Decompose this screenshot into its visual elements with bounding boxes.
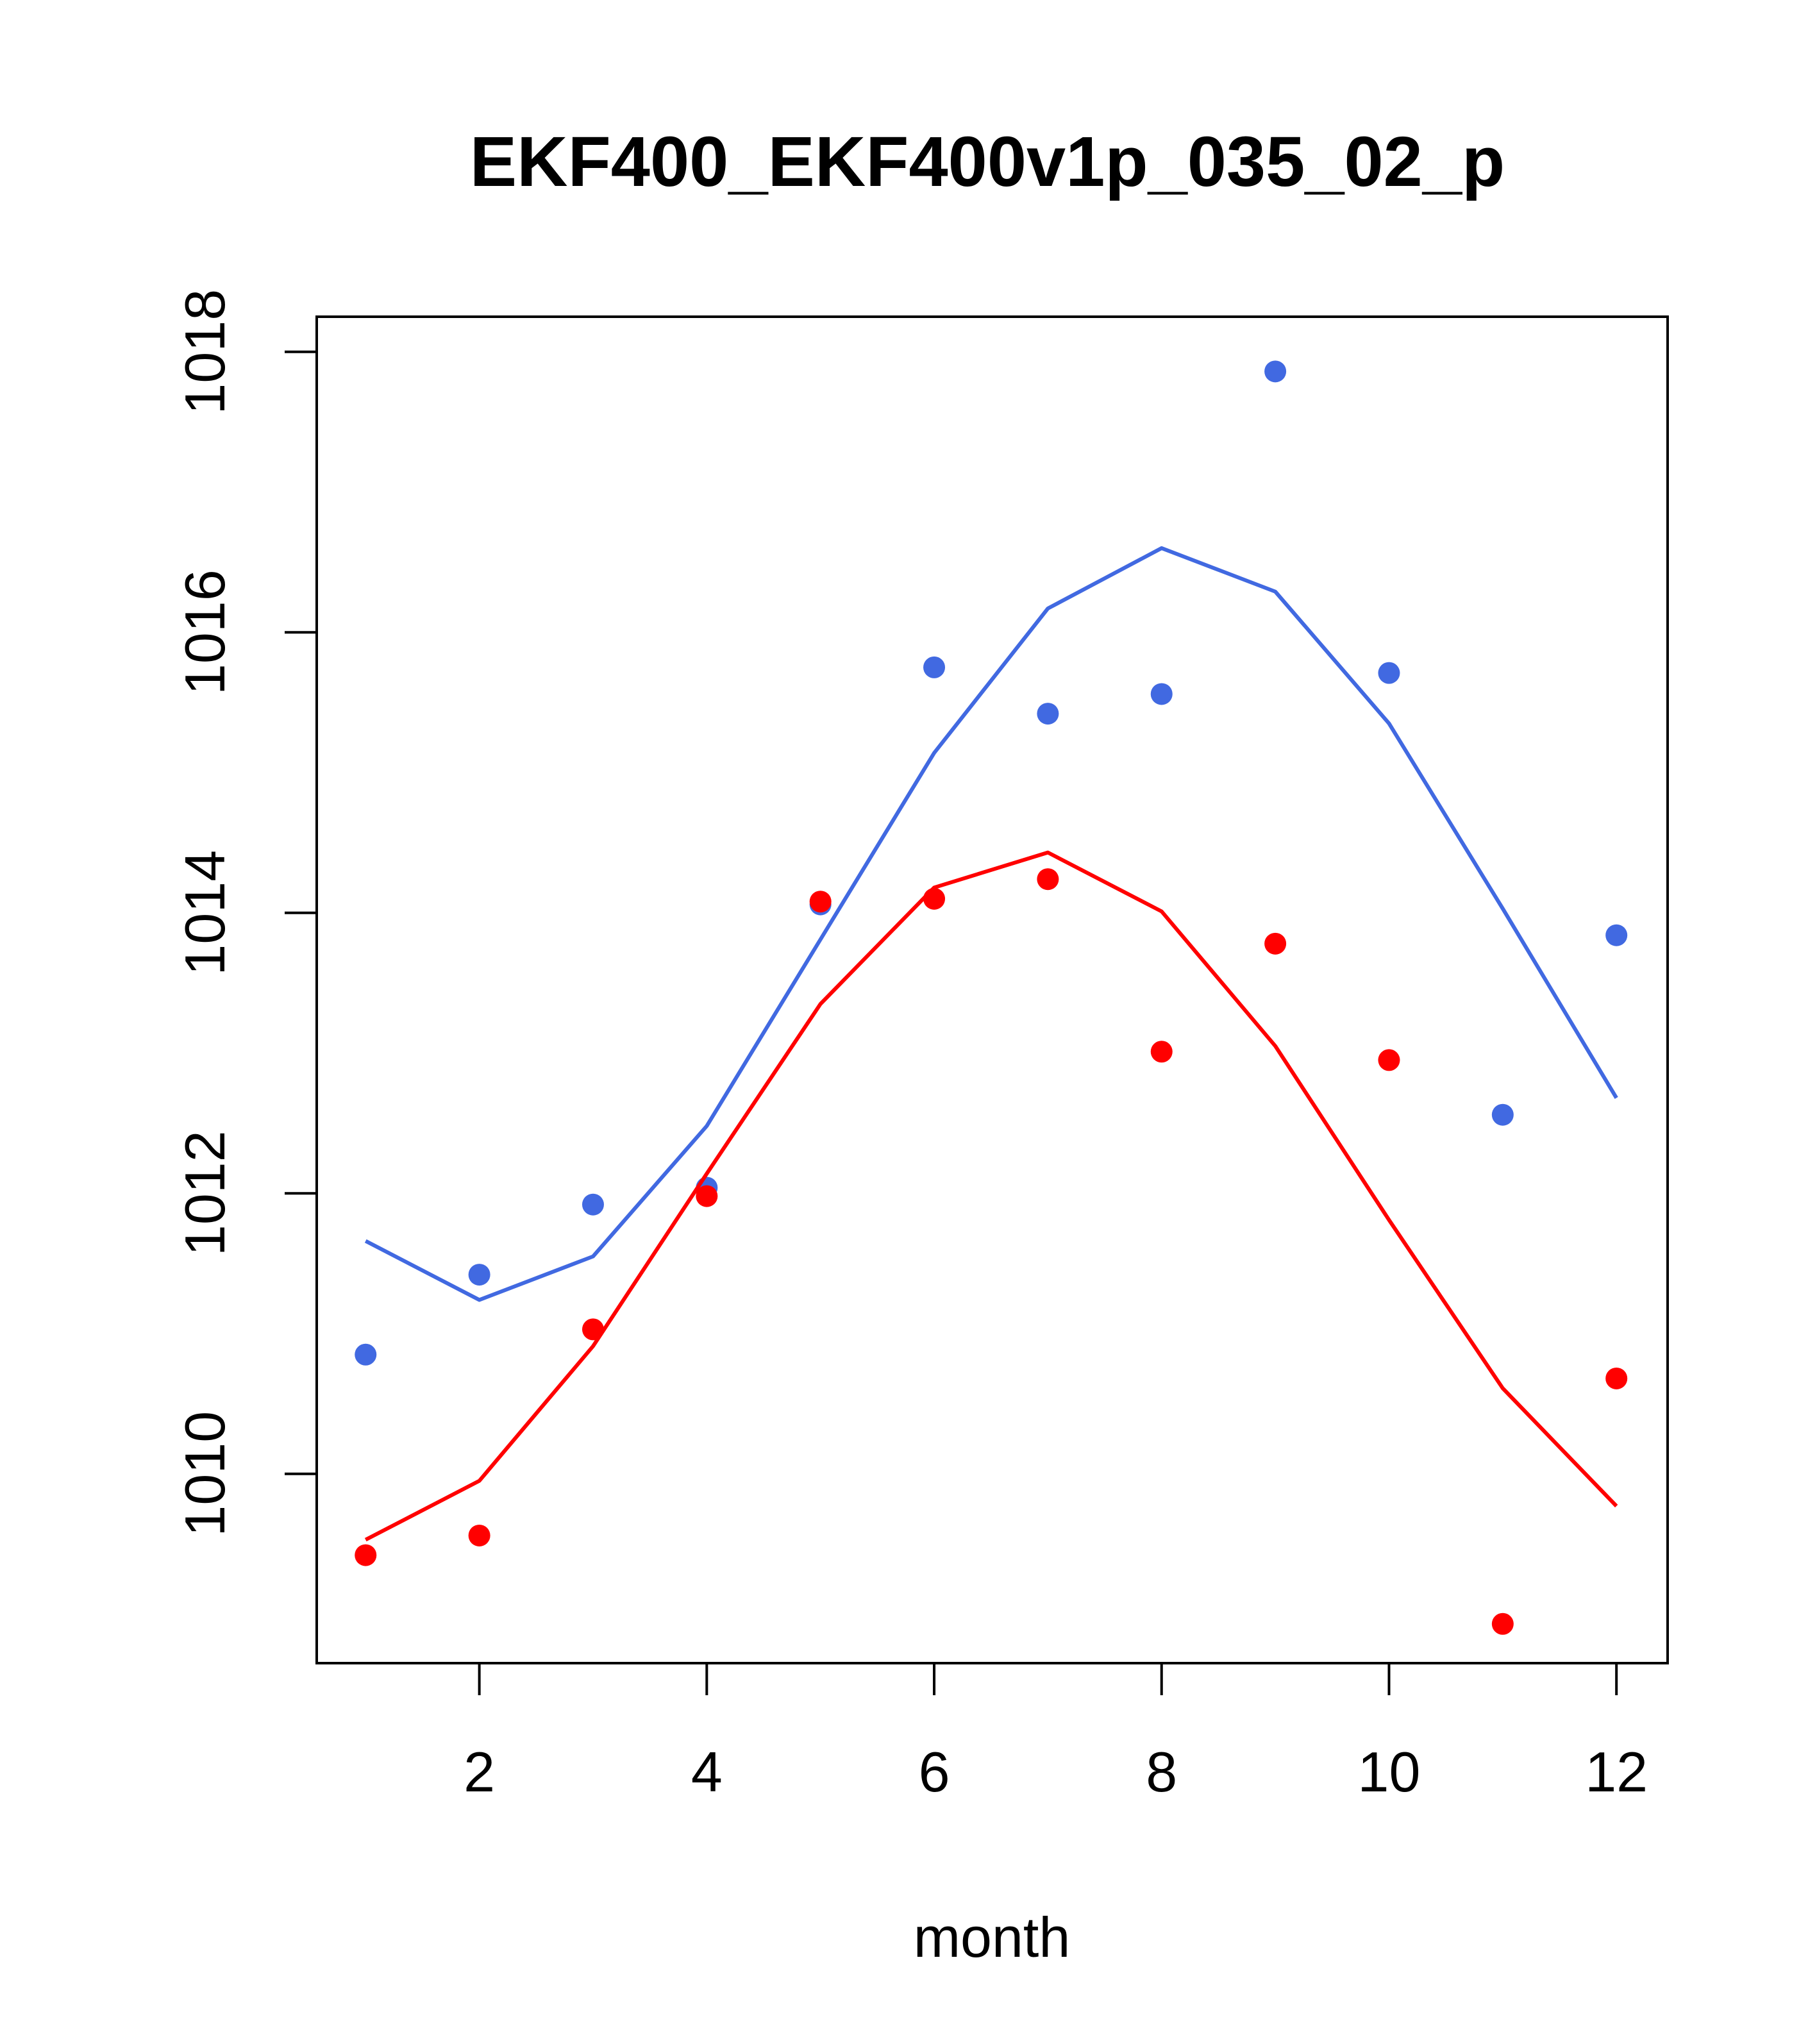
data-point [355, 1544, 377, 1566]
x-axis: 2 4 6 8 10 12 [464, 1662, 1648, 1804]
data-point [1605, 924, 1628, 946]
series-line [364, 546, 1618, 1302]
x-tick-label: 8 [1146, 1740, 1177, 1804]
data-point [1264, 932, 1287, 955]
x-tick-label: 4 [691, 1740, 723, 1804]
data-point [1491, 1103, 1514, 1126]
x-tick-label: 12 [1585, 1740, 1648, 1804]
x-tick-label: 6 [919, 1740, 950, 1804]
y-axis: 1010 1012 1014 1016 1018 [173, 289, 318, 1537]
series-red-points [355, 868, 1628, 1635]
data-point [1150, 683, 1173, 705]
data-point [582, 1193, 604, 1216]
data-point [1150, 1041, 1173, 1063]
data-point [1037, 868, 1059, 891]
data-point [696, 1185, 718, 1207]
data-point [1378, 662, 1400, 684]
series-blue-points [355, 360, 1628, 1366]
data-point [1605, 1367, 1628, 1389]
data-point [923, 887, 946, 910]
series-blue-line [364, 546, 1618, 1302]
y-tick-label: 1016 [173, 569, 237, 695]
x-axis-label: month [914, 1906, 1071, 1969]
data-point [809, 891, 832, 913]
y-tick-label: 1014 [173, 850, 237, 976]
y-tick-label: 1010 [173, 1411, 237, 1537]
data-point [468, 1264, 490, 1286]
series-layer [355, 360, 1628, 1635]
y-tick-label: 1012 [173, 1130, 237, 1256]
plot-frame [315, 315, 1669, 1664]
data-point [1264, 360, 1287, 383]
data-point [355, 1343, 377, 1366]
series-red-line [364, 850, 1618, 1542]
data-point [1378, 1049, 1400, 1071]
x-tick-label: 10 [1358, 1740, 1421, 1804]
y-tick-label: 1018 [173, 289, 237, 415]
x-tick-label: 2 [464, 1740, 495, 1804]
data-point [1491, 1613, 1514, 1635]
series-line [364, 850, 1618, 1542]
chart-title: EKF400_EKF400v1p_035_02_p [470, 122, 1505, 201]
data-point [923, 656, 946, 678]
data-point [1037, 703, 1059, 725]
data-point [468, 1524, 490, 1546]
